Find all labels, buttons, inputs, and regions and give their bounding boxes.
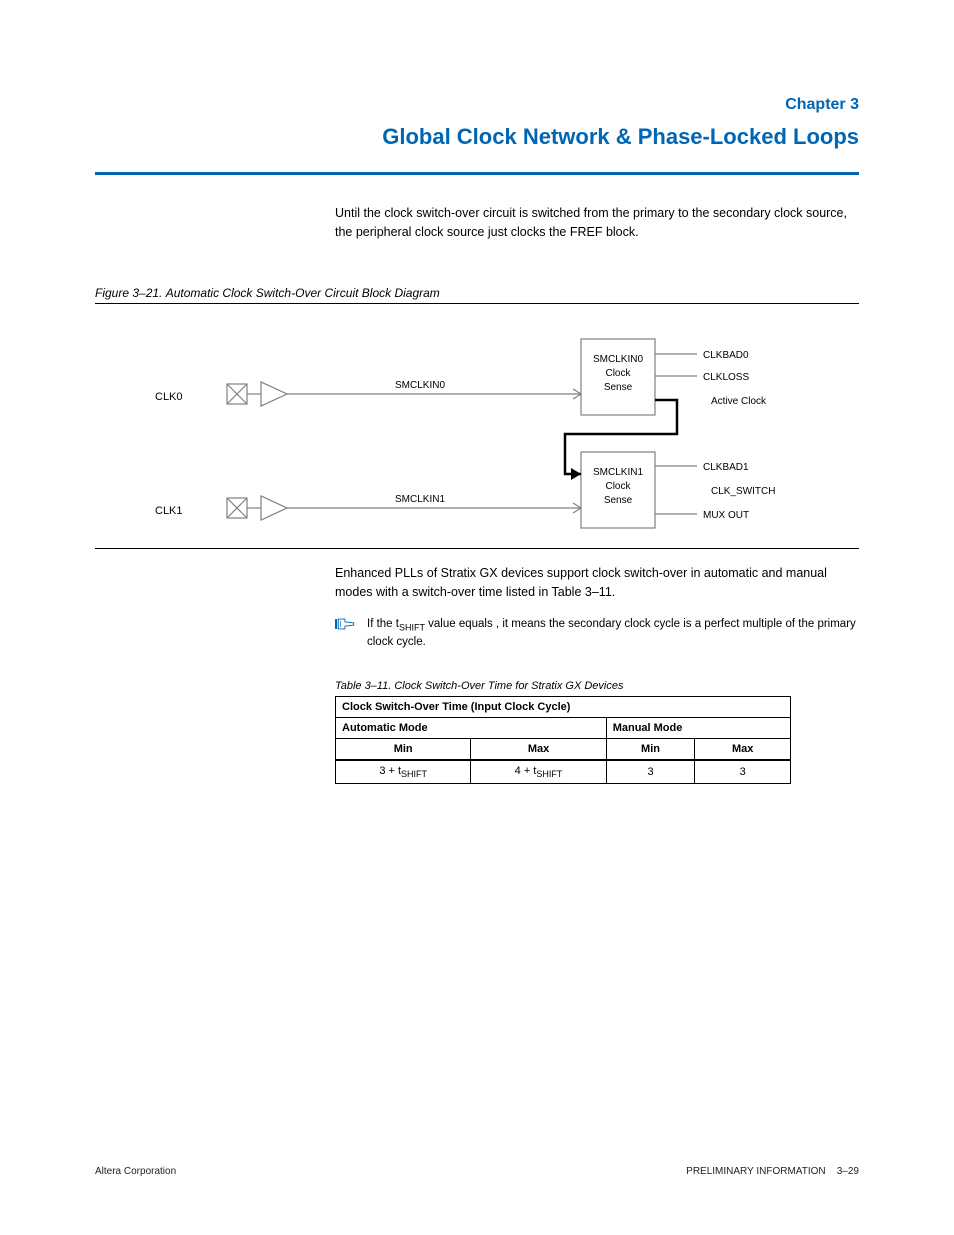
active-clock-label: Active Clock (711, 396, 767, 407)
group-automatic: Automatic Mode (336, 718, 607, 739)
switchover-diagram: CLK0 SMCLKIN0 Clock Sense SMCLKIN0 CLK1 (95, 304, 859, 548)
footer-right: PRELIMINARY INFORMATION 3–29 (686, 1166, 859, 1177)
intro-paragraph: Until the clock switch-over circuit is s… (335, 204, 860, 242)
header-rule (95, 172, 859, 175)
figure-title: Automatic Clock Switch-Over Circuit Bloc… (166, 286, 440, 300)
muxout-label: MUX OUT (703, 510, 749, 521)
table-ref-link[interactable]: Table 3–11 (552, 585, 612, 599)
note-row: If the tSHIFT value equals , it means th… (335, 616, 860, 651)
footer-left: Altera Corporation (95, 1166, 176, 1177)
smclkin1-label: SMCLKIN1 (395, 494, 445, 505)
col-min-2: Min (606, 739, 695, 761)
cell-man-min: 3 (606, 760, 695, 784)
cell-man-max: 3 (695, 760, 791, 784)
chapter-title: Global Clock Network & Phase-Locked Loop… (382, 124, 859, 150)
svg-text:Clock: Clock (605, 481, 631, 492)
smclkin1-sense-line1: SMCLKIN1 (593, 467, 643, 478)
smclkin0-label: SMCLKIN0 (395, 380, 445, 391)
svg-text:Clock: Clock (605, 368, 631, 379)
clk-switch-label: CLK_SWITCH (711, 486, 775, 497)
clk0-label: CLK0 (155, 391, 183, 403)
svg-text:Sense: Sense (604, 382, 633, 393)
table-caption: Table 3–11. Clock Switch-Over Time for S… (335, 680, 623, 692)
clkbad0-label: CLKBAD0 (703, 350, 749, 361)
col-min-1: Min (336, 739, 471, 761)
table-top-header: Clock Switch-Over Time (Input Clock Cycl… (336, 697, 791, 718)
clk1-label: CLK1 (155, 505, 183, 517)
note-text: If the tSHIFT value equals , it means th… (367, 616, 860, 651)
col-max-1: Max (471, 739, 606, 761)
cell-auto-max: 4 + tSHIFT (471, 760, 606, 784)
figure-rule-bottom (95, 548, 859, 549)
cell-auto-min: 3 + tSHIFT (336, 760, 471, 784)
switchover-time-table: Clock Switch-Over Time (Input Clock Cycl… (335, 696, 791, 784)
after-figure-paragraph: Enhanced PLLs of Stratix GX devices supp… (335, 564, 860, 602)
hand-point-icon (335, 616, 357, 632)
clkbad1-label: CLKBAD1 (703, 462, 749, 473)
group-manual: Manual Mode (606, 718, 790, 739)
col-max-2: Max (695, 739, 791, 761)
figure-caption: Figure 3–21. Automatic Clock Switch-Over… (95, 286, 440, 300)
smclkin0-sense-line1: SMCLKIN0 (593, 354, 643, 365)
svg-text:Sense: Sense (604, 495, 633, 506)
figure-label: Figure 3–21. (95, 286, 162, 300)
clkloss-label: CLKLOSS (703, 372, 749, 383)
chapter-number: Chapter 3 (382, 96, 859, 114)
